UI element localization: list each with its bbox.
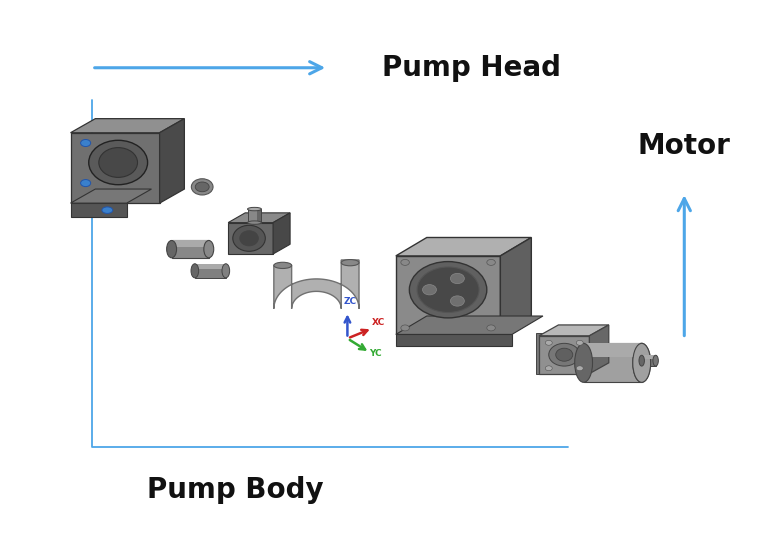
Ellipse shape xyxy=(222,264,229,278)
Ellipse shape xyxy=(576,366,583,371)
Text: Pump Body: Pump Body xyxy=(147,476,324,504)
Ellipse shape xyxy=(102,207,113,213)
Text: YC: YC xyxy=(369,349,381,358)
Ellipse shape xyxy=(274,262,292,269)
Ellipse shape xyxy=(410,261,487,318)
Ellipse shape xyxy=(80,179,90,187)
Ellipse shape xyxy=(576,340,583,345)
Polygon shape xyxy=(536,333,548,374)
Polygon shape xyxy=(70,203,126,217)
Ellipse shape xyxy=(204,241,214,258)
Ellipse shape xyxy=(450,274,464,284)
Ellipse shape xyxy=(639,355,644,366)
Polygon shape xyxy=(500,237,531,334)
Ellipse shape xyxy=(633,344,651,382)
Text: Motor: Motor xyxy=(638,132,731,160)
Ellipse shape xyxy=(633,344,651,382)
Ellipse shape xyxy=(191,264,199,278)
Polygon shape xyxy=(228,223,273,254)
Polygon shape xyxy=(257,209,261,223)
Ellipse shape xyxy=(545,366,552,371)
Ellipse shape xyxy=(487,325,495,331)
Polygon shape xyxy=(70,189,151,203)
Ellipse shape xyxy=(247,221,261,224)
Ellipse shape xyxy=(195,182,209,192)
Polygon shape xyxy=(195,264,226,278)
Polygon shape xyxy=(395,334,512,346)
Ellipse shape xyxy=(89,140,147,185)
Text: ZC: ZC xyxy=(344,298,357,306)
Text: XC: XC xyxy=(372,318,385,328)
Polygon shape xyxy=(160,119,184,203)
Polygon shape xyxy=(539,325,608,336)
Ellipse shape xyxy=(653,355,658,366)
Ellipse shape xyxy=(450,296,464,306)
Ellipse shape xyxy=(191,179,213,195)
Polygon shape xyxy=(590,325,608,374)
Ellipse shape xyxy=(232,225,265,251)
Ellipse shape xyxy=(80,139,90,147)
Polygon shape xyxy=(195,264,226,269)
Text: Pump Head: Pump Head xyxy=(382,54,562,82)
Ellipse shape xyxy=(239,231,258,246)
Ellipse shape xyxy=(341,260,359,266)
Polygon shape xyxy=(70,119,184,133)
Ellipse shape xyxy=(247,207,261,211)
Polygon shape xyxy=(642,355,656,359)
Ellipse shape xyxy=(555,348,573,361)
Ellipse shape xyxy=(487,259,495,265)
Polygon shape xyxy=(172,241,209,258)
Polygon shape xyxy=(172,241,209,247)
Ellipse shape xyxy=(545,340,552,345)
Polygon shape xyxy=(642,355,656,366)
Ellipse shape xyxy=(549,344,580,366)
Polygon shape xyxy=(395,237,531,256)
Polygon shape xyxy=(395,256,500,334)
Ellipse shape xyxy=(575,344,593,382)
Polygon shape xyxy=(247,209,261,223)
Ellipse shape xyxy=(167,241,176,258)
Polygon shape xyxy=(228,213,290,223)
Polygon shape xyxy=(70,133,160,203)
Polygon shape xyxy=(539,336,590,374)
Ellipse shape xyxy=(417,267,479,312)
Polygon shape xyxy=(583,344,642,357)
Polygon shape xyxy=(274,260,359,309)
Polygon shape xyxy=(583,344,642,382)
Polygon shape xyxy=(273,213,290,254)
Ellipse shape xyxy=(99,148,137,177)
Ellipse shape xyxy=(401,325,410,331)
Ellipse shape xyxy=(401,259,410,265)
Ellipse shape xyxy=(423,284,437,295)
Polygon shape xyxy=(395,316,543,334)
